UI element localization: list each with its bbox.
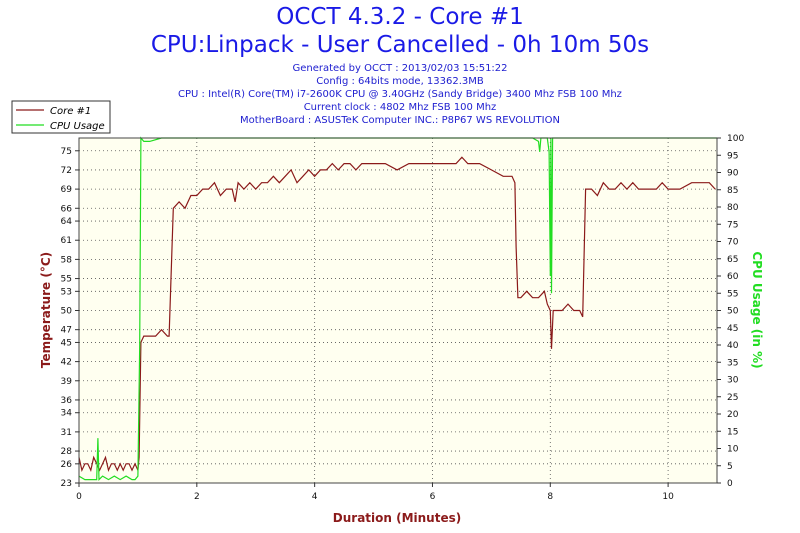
y-tick-label: 75 (61, 147, 72, 157)
y-tick-label: 72 (61, 166, 72, 176)
y2-tick-label: 85 (727, 186, 738, 196)
y-tick-label: 47 (61, 326, 72, 336)
y-tick-label: 45 (61, 338, 72, 348)
x-tick-label: 10 (662, 492, 674, 502)
x-tick-label: 0 (76, 492, 82, 502)
legend-label-core1: Core #1 (50, 106, 91, 117)
y2-tick-label: 30 (727, 376, 739, 386)
plot-area (79, 138, 717, 483)
chart-subtitle: CPU:Linpack - User Cancelled - 0h 10m 50… (150, 32, 650, 58)
y-tick-label: 26 (61, 460, 73, 470)
y2-tick-label: 60 (727, 272, 739, 282)
y-tick-label: 34 (61, 409, 73, 419)
legend-label-cpu-usage: CPU Usage (50, 121, 105, 132)
y2-tick-label: 35 (727, 358, 738, 368)
legend-box (11, 100, 111, 134)
x-tick-label: 4 (312, 492, 318, 502)
legend: Core #1 CPU Usage (11, 100, 111, 134)
y2-tick-label: 5 (727, 462, 733, 472)
x-tick-label: 6 (430, 492, 436, 502)
y-tick-label: 53 (61, 287, 72, 297)
y2-tick-label: 70 (727, 238, 739, 248)
y-tick-label: 61 (61, 236, 72, 246)
y-tick-label: 42 (61, 358, 72, 368)
y2-tick-label: 90 (727, 169, 739, 179)
info-motherboard: MotherBoard : ASUSTeK Computer INC.: P8P… (240, 115, 560, 126)
y2-tick-label: 0 (727, 479, 733, 489)
y-tick-label: 23 (61, 479, 72, 489)
y-tick-label: 28 (61, 447, 73, 457)
x-tick-label: 2 (194, 492, 200, 502)
y2-tick-label: 100 (727, 134, 744, 144)
series-line-core1 (78, 156, 716, 473)
y2-tick-label: 15 (727, 427, 738, 437)
y-tick-label: 58 (61, 255, 73, 265)
info-generated: Generated by OCCT : 2013/02/03 15:51:22 (292, 63, 508, 74)
y-tick-label: 50 (61, 307, 73, 317)
axis-ticks: 0 2 4 6 8 10232628313436394245475053555861646… (61, 134, 745, 502)
y2-tick-label: 95 (727, 151, 738, 161)
y2-tick-label: 65 (727, 255, 738, 265)
y-tick-label: 31 (61, 428, 72, 438)
y2-tick-label: 10 (727, 445, 739, 455)
info-cpu: CPU : Intel(R) Core(TM) i7-2600K CPU @ 3… (178, 89, 622, 100)
y-tick-label: 39 (61, 377, 73, 387)
y-tick-label: 64 (61, 217, 73, 227)
y2-tick-label: 50 (727, 307, 739, 317)
y2-tick-label: 45 (727, 324, 738, 334)
y-tick-label: 69 (61, 185, 73, 195)
x-tick-label: 8 (547, 492, 553, 502)
y2-tick-label: 80 (727, 203, 739, 213)
info-clock: Current clock : 4802 Mhz FSB 100 Mhz (303, 102, 497, 113)
y2-axis-label: CPU Usage (in %) (750, 251, 764, 368)
y-axis-label: Temperature (°C) (39, 252, 53, 368)
y-tick-label: 66 (61, 204, 73, 214)
y-tick-label: 55 (61, 275, 72, 285)
x-axis-label: Duration (Minutes) (333, 511, 461, 525)
info-config: Config : 64bits mode, 13362.3MB (316, 76, 484, 87)
y-tick-label: 36 (61, 396, 73, 406)
y2-tick-label: 40 (727, 341, 739, 351)
y2-tick-label: 55 (727, 289, 738, 299)
y2-tick-label: 75 (727, 220, 738, 230)
chart-title: OCCT 4.3.2 - Core #1 (276, 4, 524, 30)
y2-tick-label: 25 (727, 393, 738, 403)
y2-tick-label: 20 (727, 410, 739, 420)
